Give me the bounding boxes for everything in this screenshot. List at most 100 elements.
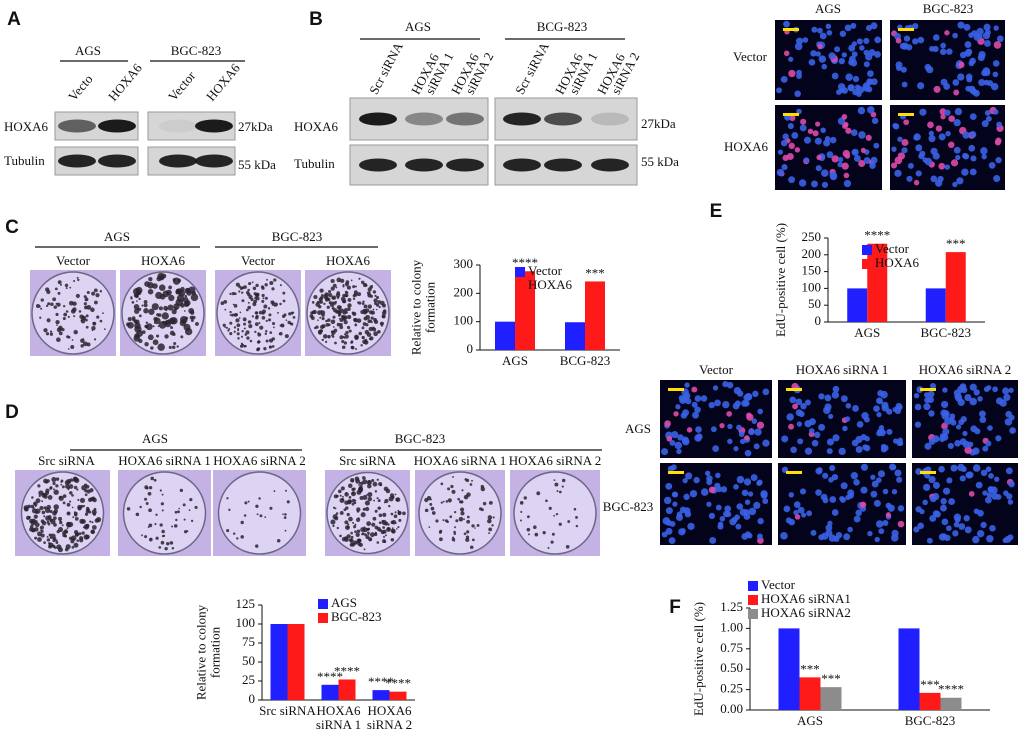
lane-label: HOXA6 [203, 60, 243, 104]
cell-nucleus [850, 472, 858, 480]
colony [265, 339, 269, 343]
colony [63, 312, 68, 317]
cell-nucleus [823, 406, 831, 415]
colony [247, 320, 252, 324]
colony [184, 327, 193, 336]
colony [103, 328, 106, 330]
bar [321, 684, 339, 700]
cell-nucleus [942, 387, 948, 393]
colony [288, 312, 292, 316]
cell-nucleus [985, 466, 992, 472]
colony [190, 293, 199, 302]
colony [341, 536, 347, 542]
cell-nucleus [855, 509, 862, 517]
colony [61, 485, 65, 489]
cell-nucleus [736, 475, 745, 484]
colony [220, 301, 225, 306]
cell-nucleus [899, 42, 907, 50]
colony [232, 532, 236, 535]
cell-nucleus [878, 528, 885, 535]
cell-nucleus [762, 388, 770, 396]
colony [158, 321, 167, 329]
cell-nucleus [993, 25, 999, 31]
bar [925, 288, 946, 322]
cell-nucleus [848, 44, 856, 52]
cell-nucleus [953, 521, 960, 528]
cell-nucleus [838, 57, 846, 65]
cell-nucleus [738, 431, 745, 438]
colony [369, 532, 375, 538]
cell-nucleus [917, 82, 925, 90]
panel-letter: E [710, 201, 723, 222]
cell-nucleus [939, 48, 947, 56]
colony [362, 527, 368, 533]
colony [264, 516, 267, 518]
cell-nucleus [972, 464, 981, 472]
colony [86, 290, 90, 295]
cell-nucleus [870, 156, 878, 164]
colony [59, 520, 62, 522]
colony [463, 518, 465, 521]
cell-nucleus [940, 42, 947, 49]
cell-nucleus [782, 154, 789, 162]
colony [364, 506, 370, 512]
colony [334, 516, 339, 521]
significance-label: **** [368, 674, 394, 689]
colony [41, 500, 44, 503]
y-axis-label: Relative to colony formation [194, 604, 222, 701]
colony [338, 317, 341, 320]
cell-nucleus [962, 152, 969, 159]
colony [335, 512, 339, 515]
row-label: BGC-823 [603, 499, 654, 514]
cell-nucleus [827, 520, 833, 526]
cell-nucleus [803, 136, 811, 144]
cell-nucleus [667, 465, 675, 472]
row-label: HOXA6 [724, 139, 769, 154]
significance-label: *** [821, 671, 841, 686]
colony [63, 304, 66, 308]
colony [355, 532, 360, 537]
cell-nucleus [736, 390, 744, 397]
cell-nucleus [822, 472, 829, 479]
colony [46, 538, 51, 542]
dish-label: HOXA6 [326, 253, 371, 268]
cell-nucleus [894, 469, 902, 477]
colony [451, 489, 456, 494]
colony [364, 500, 370, 506]
cell-nucleus [839, 496, 845, 502]
colony [457, 497, 460, 501]
colony [334, 341, 337, 345]
cell-nucleus [853, 515, 861, 523]
colony [254, 311, 259, 315]
colony [79, 538, 84, 543]
colony [261, 299, 265, 303]
bar [867, 243, 888, 322]
y-tick-label: 1.00 [720, 619, 743, 634]
colony [397, 526, 400, 529]
colony [52, 516, 57, 521]
colony [85, 523, 90, 528]
colony [159, 523, 163, 527]
cell-nucleus [715, 472, 721, 479]
cell-nucleus [781, 164, 788, 171]
colony [175, 298, 184, 307]
colony [55, 302, 58, 305]
colony [102, 312, 104, 314]
colony [438, 531, 442, 534]
colony [85, 506, 90, 511]
colony [67, 512, 70, 515]
colony [175, 518, 178, 522]
cell-nucleus [806, 510, 813, 517]
cell-nucleus [968, 144, 976, 152]
colony [161, 312, 169, 320]
colony [369, 336, 374, 341]
colony [567, 520, 571, 523]
colony [279, 331, 283, 336]
colony [139, 505, 142, 509]
colony [255, 544, 259, 548]
colony [352, 521, 355, 524]
cell-nucleus [815, 165, 822, 172]
colony [348, 329, 352, 333]
colony [248, 281, 252, 286]
colony [371, 478, 375, 483]
